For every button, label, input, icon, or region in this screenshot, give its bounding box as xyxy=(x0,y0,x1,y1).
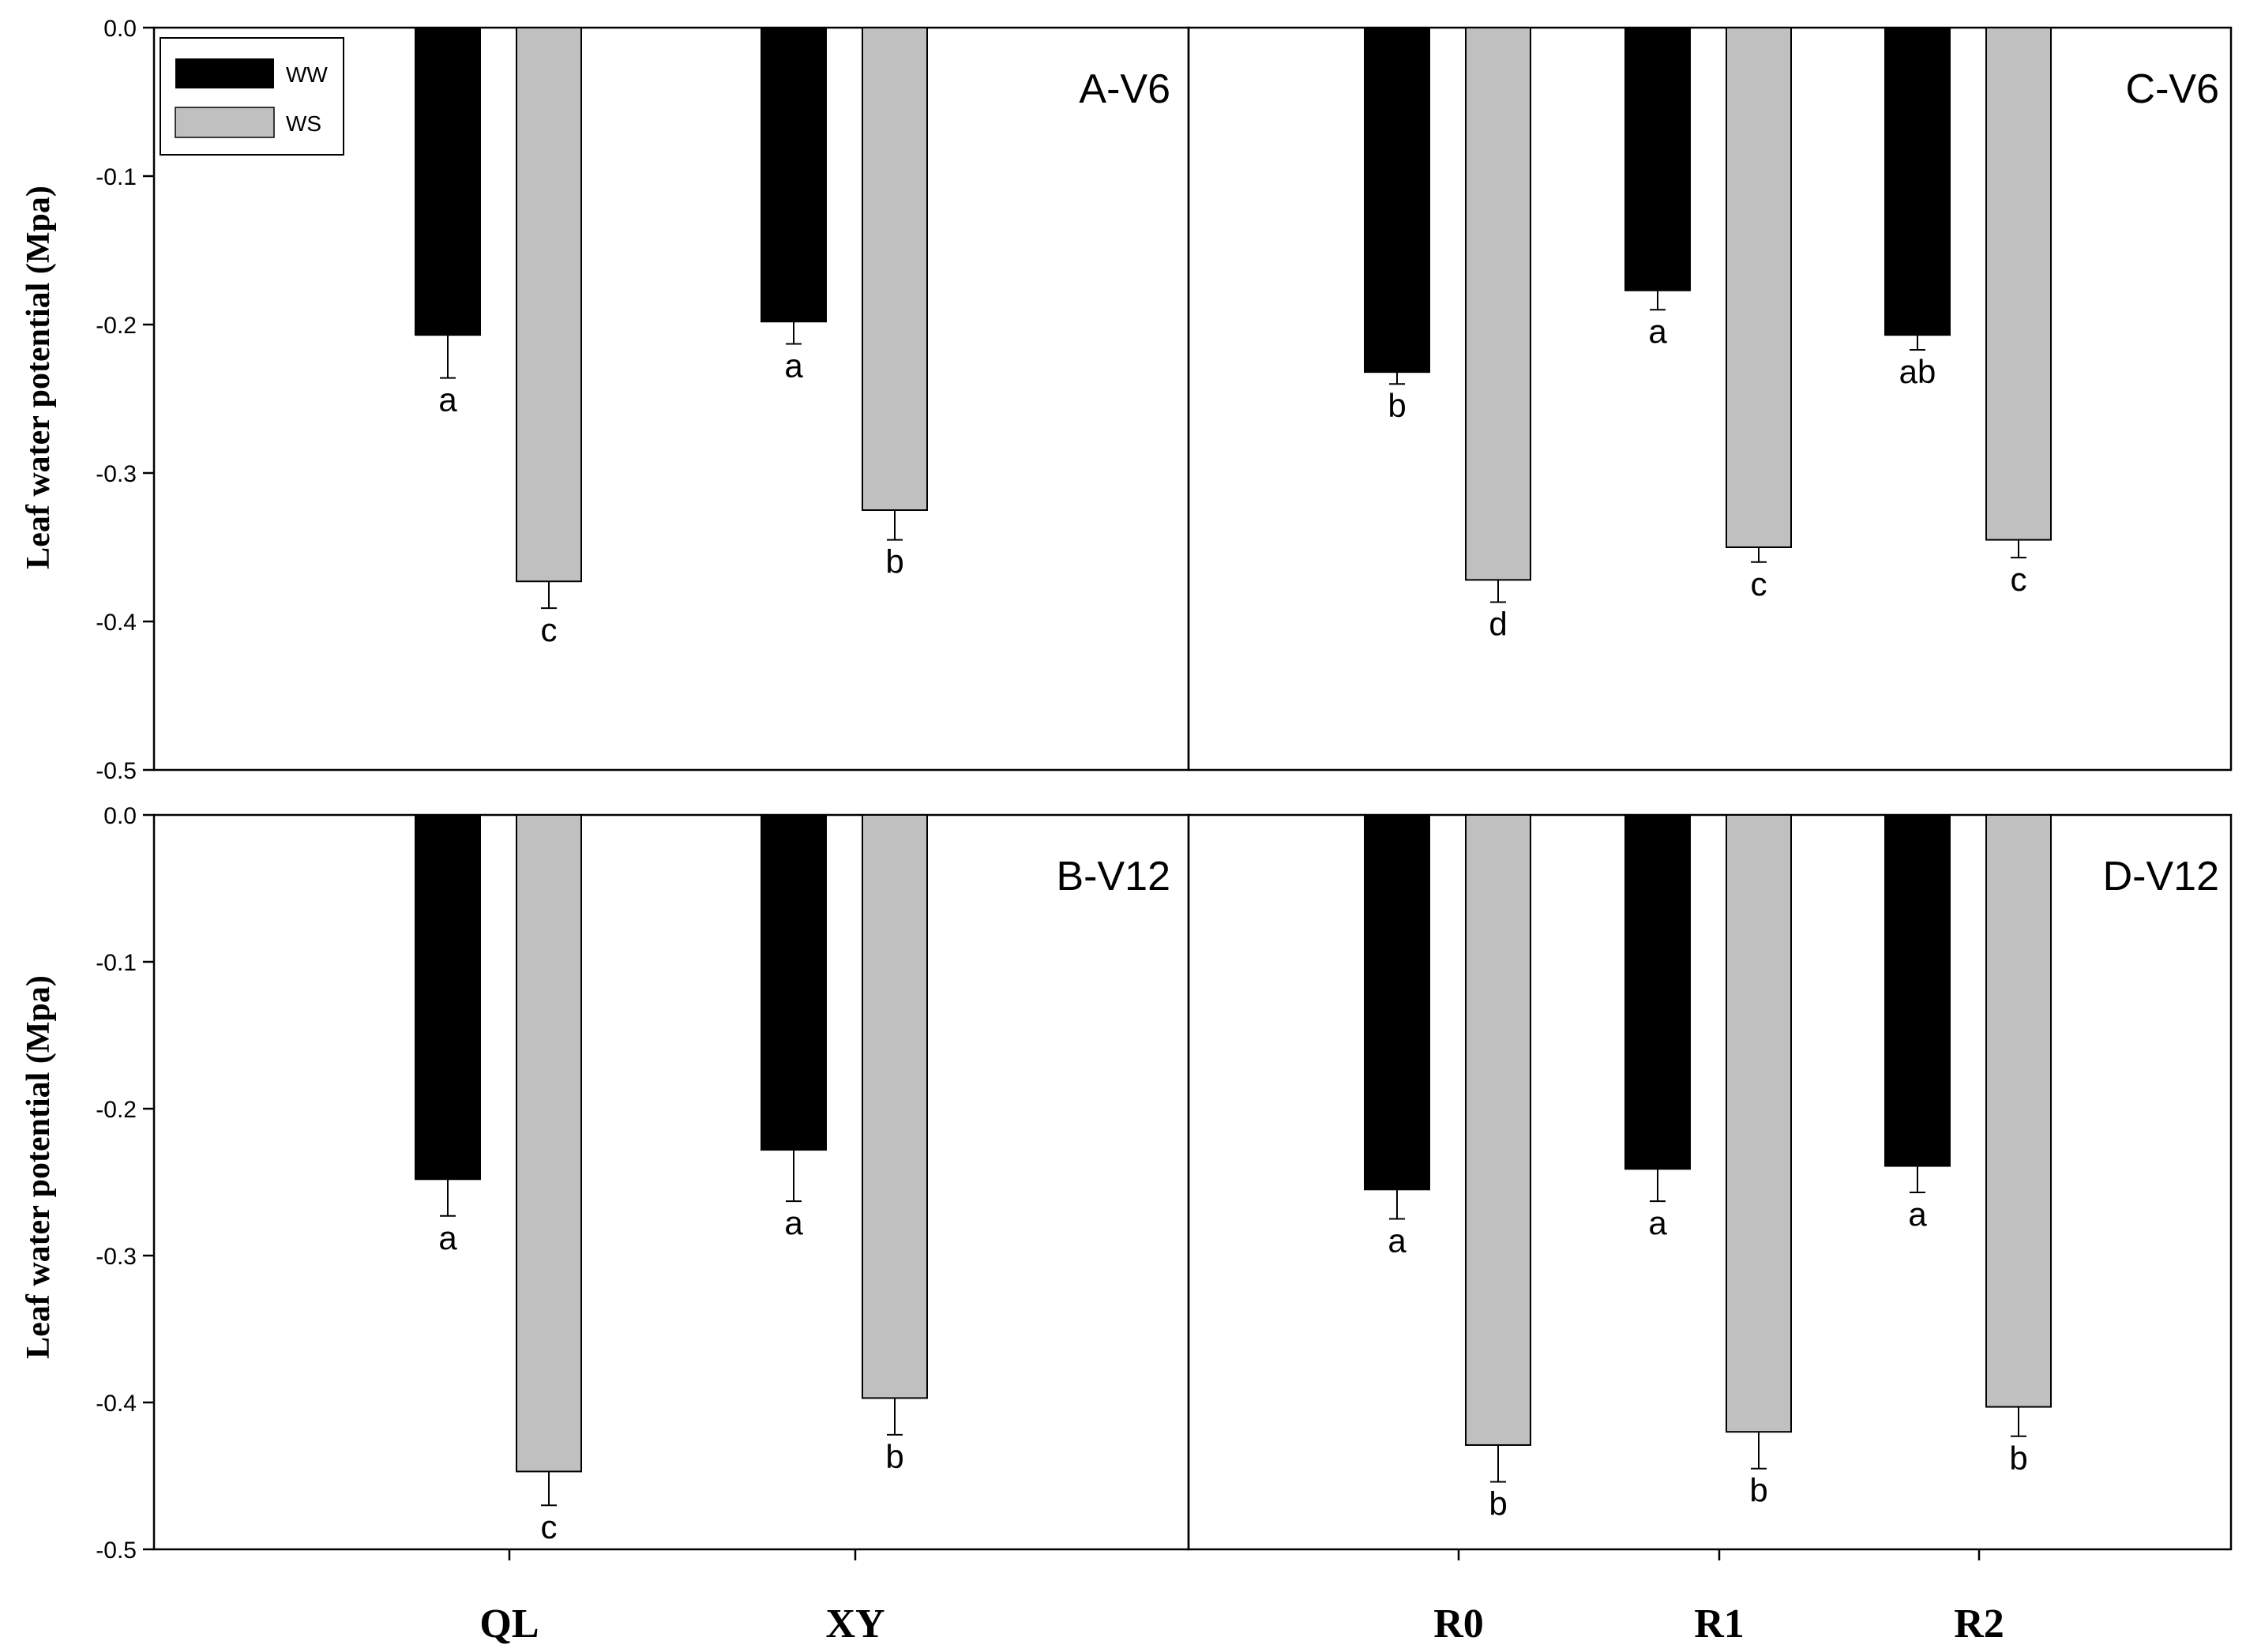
panel-b-v12-ytick-label-1: -0.1 xyxy=(96,950,137,976)
panel-a-v6-ww-1-letter: a xyxy=(784,347,803,384)
panel-b-v12-ws-0-bar xyxy=(516,814,582,1473)
panel-d-v12-ww-1-bar xyxy=(1624,814,1691,1170)
panel-d-v12-ws-2-bar xyxy=(1985,814,2052,1408)
legend-label-ws: WS xyxy=(286,111,321,136)
panel-a-v6-ww-0-letter: a xyxy=(438,381,457,419)
panel-c-v6-ww-2-bar xyxy=(1884,27,1951,336)
panel-c-v6-ws-2-bar xyxy=(1985,27,2052,541)
panel-c-v6-frame xyxy=(1187,26,2233,772)
x-category-label-ql: QL xyxy=(479,1601,539,1646)
panel-c-v6-label: C-V6 xyxy=(2126,66,2219,112)
panel-c-v6-ww-1-bar xyxy=(1624,27,1691,291)
panel-d-v12-ws-1-letter: b xyxy=(1749,1472,1767,1509)
panel-a-v6-ws-1-bar xyxy=(862,27,928,511)
panel-a-v6-ws-0-bar xyxy=(516,27,582,583)
panel-b-v12-ytick-label-0: 0.0 xyxy=(103,803,137,829)
x-category-label-r1: R1 xyxy=(1694,1601,1745,1646)
panel-a-v6-ytick-label-0: 0.0 xyxy=(103,16,137,42)
panel-a-v6-ww-0-bar xyxy=(415,27,481,336)
x-category-label-r2: R2 xyxy=(1954,1601,2004,1646)
panel-a-v6-ws-1-letter: b xyxy=(885,543,903,580)
panel-b-v12-ytick-label-2: -0.2 xyxy=(96,1097,137,1123)
axes-layer xyxy=(143,26,2233,1560)
panel-b-v12-ww-1-letter: a xyxy=(784,1204,803,1241)
panel-d-v12-ww-1-letter: a xyxy=(1648,1204,1667,1241)
panel-b-v12-label: B-V12 xyxy=(1056,854,1170,899)
bars-layer xyxy=(415,27,2052,1507)
panel-d-v12-ws-0-letter: b xyxy=(1489,1485,1507,1522)
panel-a-v6-label: A-V6 xyxy=(1079,66,1170,112)
panel-c-v6-ws-1-bar xyxy=(1726,27,1792,548)
panel-c-v6-ws-0-bar xyxy=(1465,27,1531,581)
x-category-label-r0: R0 xyxy=(1433,1601,1484,1646)
panel-b-v12-ww-1-bar xyxy=(761,814,827,1151)
x-category-label-xy: XY xyxy=(825,1601,884,1646)
panel-c-v6-ws-0-letter: d xyxy=(1489,606,1507,643)
panel-b-v12-frame xyxy=(152,813,1190,1551)
panel-b-v12-ws-0-letter: c xyxy=(541,1508,558,1545)
panel-d-v12-ws-1-bar xyxy=(1726,814,1792,1433)
panel-b-v12-ww-0-letter: a xyxy=(438,1219,457,1256)
panel-b-v12-ww-0-bar xyxy=(415,814,481,1181)
panel-d-v12-ww-0-letter: a xyxy=(1388,1222,1407,1260)
panel-d-v12-ww-2-letter: a xyxy=(1908,1196,1927,1233)
panel-b-v12-ytick-label-5: -0.5 xyxy=(96,1537,137,1564)
panel-d-v12-ws-0-bar xyxy=(1465,814,1531,1446)
panel-d-v12-label: D-V12 xyxy=(2103,854,2219,899)
panel-c-v6-ww-0-bar xyxy=(1364,27,1430,374)
text-layer: 0.0 -0.1 -0.2 -0.3 -0.4 -0.5 A-V6 a a c b 0.0 -0.1 -0… xyxy=(96,16,2219,1564)
panel-d-v12-ww-0-bar xyxy=(1364,814,1430,1191)
legend-swatch-ww xyxy=(175,58,274,88)
panel-b-v12-ytick-label-4: -0.4 xyxy=(96,1391,137,1417)
panel-c-v6-ww-0-letter: b xyxy=(1388,387,1406,424)
panel-a-v6-ww-1-bar xyxy=(761,27,827,323)
panel-c-v6-ww-2-letter: ab xyxy=(1899,353,1936,390)
panel-b-v12-ws-1-bar xyxy=(862,814,928,1399)
panel-a-v6-ytick-label-5: -0.5 xyxy=(96,758,137,784)
panel-a-v6-ytick-label-4: -0.4 xyxy=(96,610,137,636)
panel-d-v12-ws-2-letter: b xyxy=(2009,1440,2027,1477)
panel-d-v12-ww-2-bar xyxy=(1884,814,1951,1167)
y-axis-label-bottom: Leaf water potential (Mpa) xyxy=(21,975,57,1359)
panel-d-v12-frame xyxy=(1187,813,2233,1551)
panel-c-v6-ww-1-letter: a xyxy=(1648,313,1667,350)
panel-b-v12-ws-1-letter: b xyxy=(885,1438,903,1475)
panel-b-v12-ytick-label-3: -0.3 xyxy=(96,1244,137,1270)
panel-c-v6-ws-1-letter: c xyxy=(1751,565,1767,603)
panel-a-v6-ytick-label-3: -0.3 xyxy=(96,461,137,487)
panel-a-v6-ytick-label-1: -0.1 xyxy=(96,164,137,190)
panel-a-v6-ws-0-letter: c xyxy=(541,611,558,648)
y-axis-label-top: Leaf water potential (Mpa) xyxy=(21,186,57,569)
panel-a-v6-ytick-label-2: -0.2 xyxy=(96,313,137,339)
legend-swatch-ws xyxy=(175,107,275,138)
legend: WW WS xyxy=(160,37,344,156)
legend-label-ww: WW xyxy=(286,62,328,87)
panel-c-v6-ws-2-letter: c xyxy=(2011,561,2027,598)
